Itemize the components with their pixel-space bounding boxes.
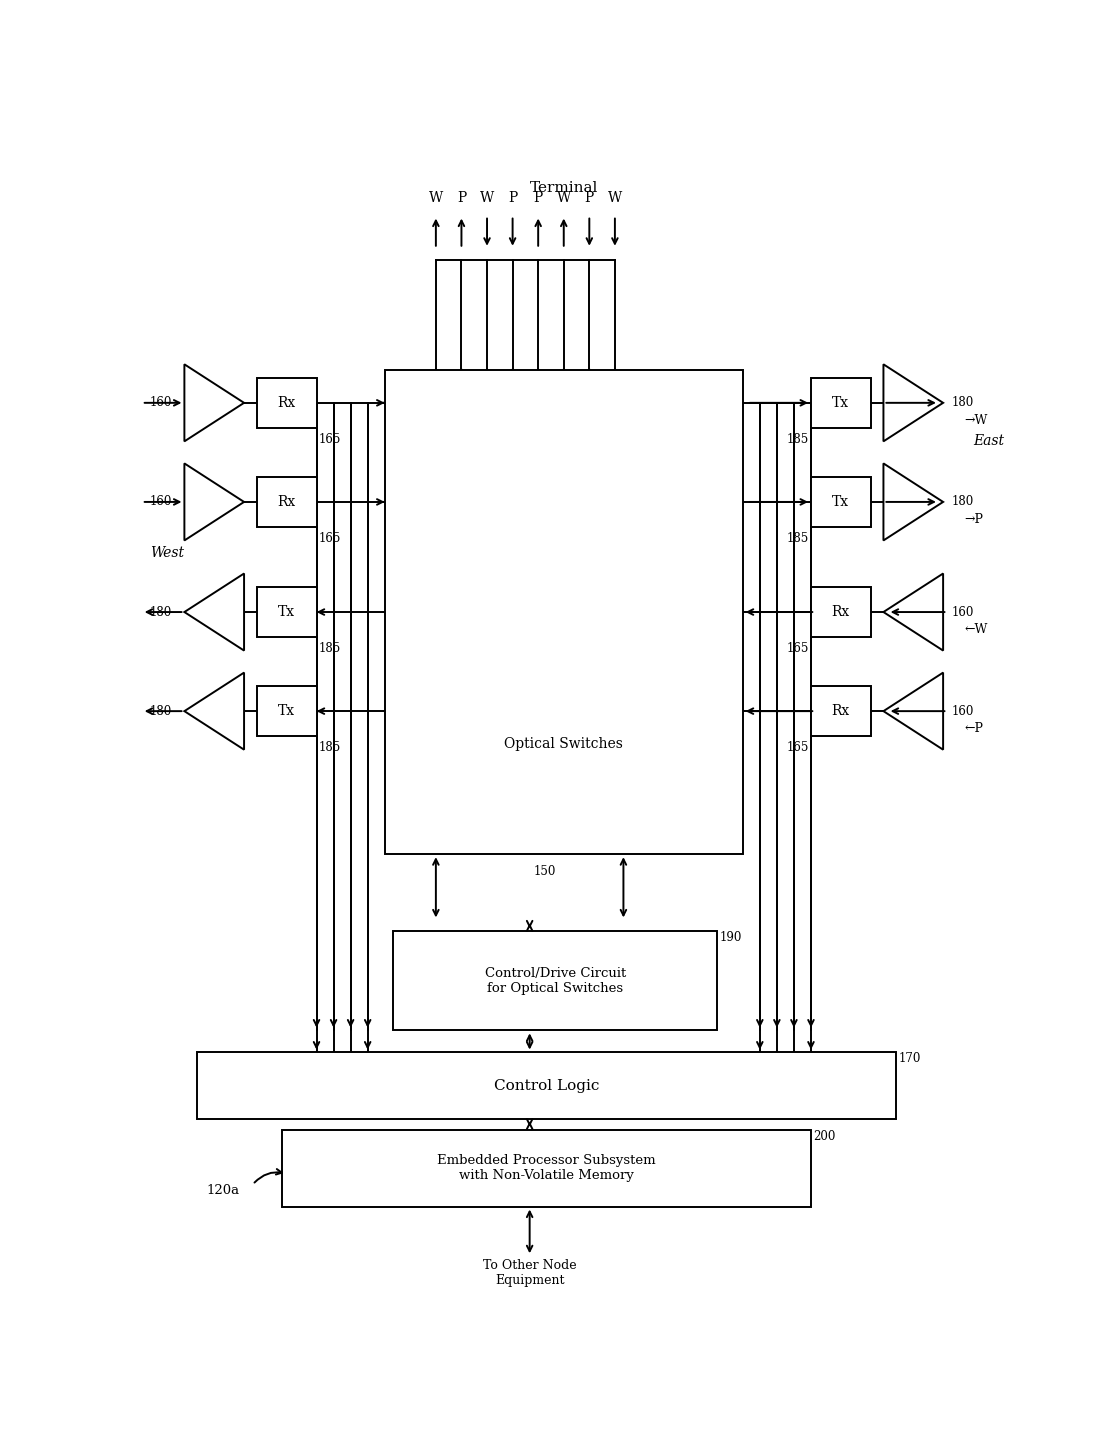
Text: W: W [480,190,494,204]
Polygon shape [185,672,244,749]
Bar [283,1130,811,1207]
Text: 120a: 120a [207,1184,240,1197]
Text: Rx: Rx [277,495,296,509]
Text: 160: 160 [952,605,974,619]
Text: Terminal: Terminal [529,182,598,194]
Polygon shape [883,573,943,651]
Bar [257,686,317,736]
Text: 165: 165 [786,642,810,655]
Bar [811,378,871,428]
Polygon shape [185,573,244,651]
Text: Optical Switches: Optical Switches [504,738,624,751]
Polygon shape [883,463,943,541]
Text: 165: 165 [786,741,810,755]
Text: Control/Drive Circuit
for Optical Switches: Control/Drive Circuit for Optical Switch… [485,967,626,995]
Text: 165: 165 [318,532,341,545]
Text: 185: 185 [786,433,810,446]
Text: Embedded Processor Subsystem
with Non-Volatile Memory: Embedded Processor Subsystem with Non-Vo… [438,1154,656,1183]
Text: Tx: Tx [278,704,295,718]
Polygon shape [883,365,943,442]
Text: P: P [534,190,542,204]
Bar [257,478,317,526]
Polygon shape [883,672,943,749]
Text: 180: 180 [952,495,974,509]
Text: →P: →P [965,513,983,526]
Text: West: West [151,546,185,561]
Bar [257,588,317,636]
Text: 190: 190 [719,931,742,944]
Text: To Other Node
Equipment: To Other Node Equipment [483,1260,576,1287]
Bar [811,478,871,526]
Text: P: P [585,190,594,204]
Text: P: P [456,190,466,204]
Text: 160: 160 [150,495,172,509]
Text: Amp/Reg: Amp/Reg [596,931,651,944]
Bar [197,1052,896,1118]
Polygon shape [185,463,244,541]
Text: W: W [429,190,443,204]
Text: W: W [608,190,622,204]
Text: P: P [508,190,517,204]
Text: 180: 180 [952,396,974,409]
Text: Tx: Tx [278,605,295,619]
Text: 160: 160 [150,396,172,409]
Text: 185: 185 [318,741,341,755]
Text: 180: 180 [150,605,172,619]
Text: 150: 150 [534,865,557,878]
Text: Amp/Reg: Amp/Reg [408,931,463,944]
Text: 180: 180 [150,705,172,718]
Text: 200: 200 [814,1130,836,1143]
Text: W: W [557,190,571,204]
Text: ←P: ←P [965,722,983,735]
Bar [811,686,871,736]
Bar [811,588,871,636]
Text: 170: 170 [899,1052,921,1065]
Text: 165: 165 [318,433,341,446]
Bar [394,931,717,1031]
Text: ←W: ←W [965,623,988,636]
Text: East: East [974,435,1004,449]
Text: Tx: Tx [833,396,849,410]
Bar [257,378,317,428]
Text: 185: 185 [786,532,810,545]
Text: Rx: Rx [832,704,850,718]
Text: 185: 185 [318,642,341,655]
Text: →W: →W [965,413,988,426]
Text: Tx: Tx [833,495,849,509]
Polygon shape [185,365,244,442]
Text: Control Logic: Control Logic [494,1078,600,1093]
Text: 160: 160 [952,705,974,718]
Text: Rx: Rx [832,605,850,619]
Text: Rx: Rx [277,396,296,410]
Bar [385,370,742,854]
